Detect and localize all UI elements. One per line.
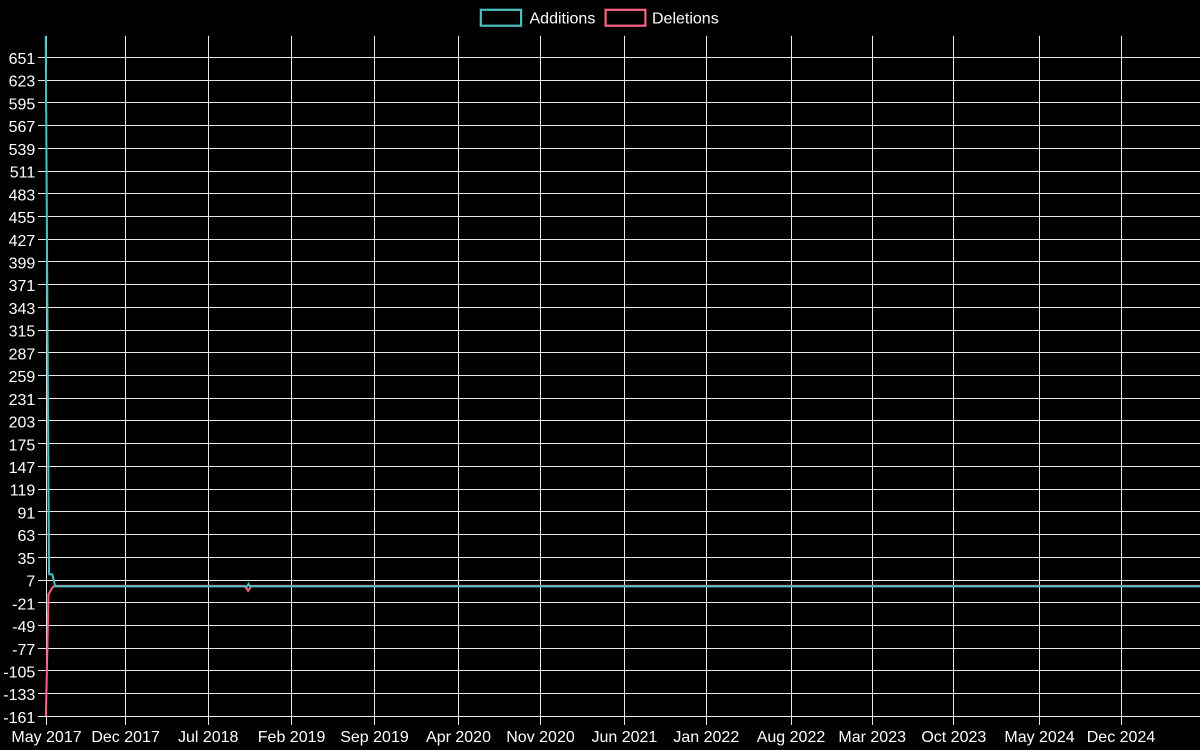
svg-text:595: 595: [9, 96, 36, 113]
svg-text:287: 287: [9, 346, 36, 363]
svg-text:147: 147: [9, 460, 36, 477]
svg-text:371: 371: [9, 278, 36, 295]
svg-text:539: 539: [9, 142, 36, 159]
svg-text:May 2024: May 2024: [1004, 729, 1074, 746]
svg-text:259: 259: [9, 369, 36, 386]
svg-text:-105: -105: [3, 665, 35, 682]
svg-text:7: 7: [26, 574, 35, 591]
svg-text:Jul 2018: Jul 2018: [178, 729, 239, 746]
svg-text:-21: -21: [12, 596, 35, 613]
svg-text:Jun 2021: Jun 2021: [591, 729, 657, 746]
svg-text:399: 399: [9, 256, 36, 273]
svg-text:May 2017: May 2017: [11, 729, 81, 746]
svg-text:91: 91: [18, 505, 36, 522]
svg-text:231: 231: [9, 392, 36, 409]
svg-text:Jan 2022: Jan 2022: [673, 729, 739, 746]
svg-text:567: 567: [9, 119, 36, 136]
svg-text:511: 511: [10, 165, 36, 182]
svg-text:Sep 2019: Sep 2019: [340, 729, 409, 746]
svg-text:119: 119: [10, 483, 36, 500]
svg-text:623: 623: [9, 74, 36, 91]
svg-text:Feb 2019: Feb 2019: [258, 729, 326, 746]
svg-text:Dec 2017: Dec 2017: [91, 729, 160, 746]
svg-text:203: 203: [9, 415, 36, 432]
svg-text:427: 427: [9, 233, 36, 250]
svg-text:483: 483: [9, 187, 36, 204]
svg-text:Deletions: Deletions: [652, 10, 719, 27]
svg-text:Aug 2022: Aug 2022: [757, 729, 826, 746]
svg-text:343: 343: [9, 301, 36, 318]
svg-text:Mar 2023: Mar 2023: [838, 729, 906, 746]
svg-text:Apr 2020: Apr 2020: [426, 729, 491, 746]
svg-text:-77: -77: [12, 642, 35, 659]
svg-text:-49: -49: [12, 619, 35, 636]
svg-text:Oct 2023: Oct 2023: [921, 729, 986, 746]
svg-text:175: 175: [9, 437, 36, 454]
svg-text:315: 315: [9, 324, 36, 341]
svg-text:651: 651: [9, 51, 36, 68]
svg-text:Dec 2024: Dec 2024: [1087, 729, 1156, 746]
svg-text:Additions: Additions: [530, 10, 596, 27]
svg-text:-133: -133: [3, 687, 35, 704]
svg-text:63: 63: [18, 528, 36, 545]
svg-text:35: 35: [18, 551, 36, 568]
svg-text:455: 455: [9, 210, 36, 227]
svg-text:-161: -161: [3, 710, 35, 727]
svg-text:Nov 2020: Nov 2020: [506, 729, 575, 746]
